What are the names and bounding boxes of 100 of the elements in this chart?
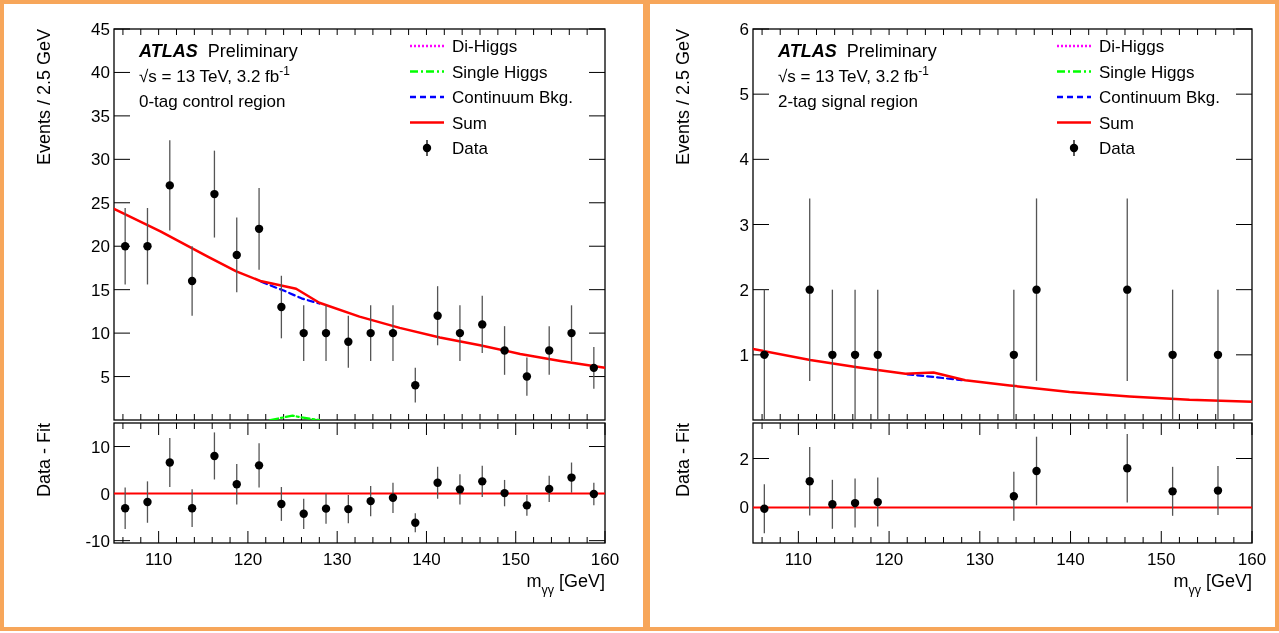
- annotation: 2-tag signal region: [778, 92, 918, 111]
- annotation: ATLAS: [138, 41, 198, 61]
- y-tick-label: 10: [91, 324, 110, 344]
- x-tick-label: 150: [501, 550, 530, 569]
- point: [850, 498, 860, 508]
- point: [210, 451, 219, 461]
- point: [232, 250, 241, 260]
- legend-label: Di-Higgs: [452, 37, 518, 56]
- point: [143, 242, 152, 251]
- y-tick-label: 20: [91, 237, 110, 257]
- legend-label: Sum: [1099, 113, 1134, 133]
- annotation: √s = 13 TeV, 3.2 fb$^{-1}$: [778, 64, 930, 86]
- point: [277, 499, 286, 509]
- legend-label: Data: [1099, 139, 1136, 158]
- point: [344, 337, 353, 346]
- y-tick-label: 10: [91, 437, 110, 457]
- x-tick-label: 110: [145, 550, 173, 569]
- point: [1168, 487, 1177, 496]
- point: [165, 181, 174, 190]
- y-tick-label: 5: [739, 85, 749, 105]
- point: [455, 485, 465, 494]
- point: [411, 518, 420, 527]
- point: [388, 328, 398, 338]
- point: [873, 497, 882, 507]
- y-tick-label: 3: [739, 215, 749, 235]
- point: [500, 346, 509, 355]
- legend-label: Sum: [452, 113, 487, 133]
- y-tick-label: 0: [739, 498, 749, 518]
- y-tick-label: 4: [739, 150, 749, 170]
- line-series: [753, 347, 1252, 403]
- point: [277, 302, 286, 312]
- point: [388, 493, 398, 503]
- legend-label: Data: [452, 139, 489, 158]
- y-tick-label: 1: [739, 345, 749, 365]
- point: [478, 320, 487, 329]
- point: [321, 328, 331, 338]
- point: [366, 328, 375, 338]
- y-tick-label: -10: [85, 531, 110, 551]
- point: [254, 461, 264, 470]
- x-tick-label: 110: [784, 550, 812, 569]
- annotation: Preliminary: [846, 41, 937, 61]
- y-tick-label: 45: [91, 20, 110, 39]
- y-tick-label: 40: [91, 63, 110, 83]
- y-axis-title: Events / 2.5 GeV: [34, 29, 54, 166]
- point: [299, 509, 308, 519]
- y-tick-label: 15: [91, 280, 110, 300]
- point: [567, 328, 576, 338]
- point: [120, 242, 130, 251]
- point: [500, 488, 509, 498]
- point: [321, 504, 331, 513]
- point: [187, 276, 197, 286]
- line-series: [114, 207, 605, 370]
- point: [545, 346, 554, 355]
- x-tick-label: 130: [322, 550, 352, 569]
- y-axis-title: Data - Fit: [673, 423, 693, 498]
- point: [344, 504, 353, 514]
- point: [478, 477, 487, 486]
- y-tick-label: 30: [91, 150, 110, 170]
- legend-label: Continuum Bkg.: [452, 88, 573, 107]
- y-tick-label: 5: [100, 367, 110, 387]
- point: [760, 504, 769, 513]
- x-tick-label: 150: [1147, 550, 1176, 569]
- y-tick-label: 25: [91, 193, 110, 213]
- y-tick-label: 35: [91, 106, 110, 126]
- point: [210, 189, 219, 199]
- point: [522, 372, 532, 381]
- y-tick-label: 2: [739, 280, 749, 300]
- x-tick-label: 130: [965, 550, 995, 569]
- x-tick-label: 160: [1237, 550, 1267, 569]
- point: [522, 501, 532, 510]
- point: [589, 363, 599, 373]
- annotation: ATLAS: [777, 41, 837, 61]
- legend-label: Continuum Bkg.: [1099, 88, 1220, 107]
- point: [589, 489, 599, 499]
- point: [1032, 466, 1041, 476]
- point: [254, 224, 264, 234]
- point: [165, 458, 174, 467]
- point: [299, 328, 308, 338]
- x-tick-label: 120: [874, 550, 904, 569]
- point: [120, 503, 130, 513]
- point: [433, 478, 442, 487]
- point: [143, 497, 152, 507]
- x-axis-title: m$_{γγ}$ [GeV]: [1173, 571, 1252, 597]
- point: [1123, 464, 1132, 473]
- point: [366, 496, 375, 506]
- point: [828, 500, 837, 509]
- legend-label: Di-Higgs: [1099, 37, 1165, 56]
- y-tick-label: 6: [739, 20, 749, 39]
- point: [567, 473, 576, 482]
- point: [411, 381, 420, 390]
- y-tick-label: 0: [100, 484, 110, 504]
- y-axis-title: Data - Fit: [34, 423, 54, 498]
- point: [455, 328, 465, 338]
- point: [187, 503, 197, 513]
- point: [805, 477, 814, 486]
- annotation: 0-tag control region: [139, 92, 286, 111]
- line-series: [260, 280, 321, 305]
- point: [545, 484, 554, 494]
- x-tick-label: 120: [233, 550, 263, 569]
- x-tick-label: 140: [412, 550, 441, 569]
